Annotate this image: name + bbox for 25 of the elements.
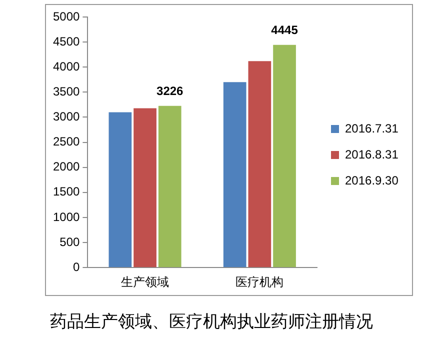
bar bbox=[248, 61, 272, 268]
y-tick-label: 4000 bbox=[52, 59, 80, 74]
y-tick-label: 5000 bbox=[52, 9, 80, 24]
x-tick-label: 医疗机构 bbox=[236, 275, 284, 290]
y-tick-label: 4500 bbox=[52, 34, 80, 48]
bar bbox=[108, 112, 132, 268]
y-tick-label: 1000 bbox=[52, 210, 80, 224]
bar bbox=[158, 106, 182, 268]
legend-label: 2016.8.31 bbox=[345, 147, 399, 162]
y-tick-label: 1500 bbox=[52, 184, 80, 199]
y-tick-label: 3500 bbox=[52, 84, 80, 98]
y-tick-label: 2000 bbox=[52, 160, 80, 174]
bar bbox=[134, 108, 156, 268]
bar bbox=[273, 44, 296, 268]
legend-label: 2016.9.30 bbox=[345, 173, 399, 188]
x-tick-label: 生产领域 bbox=[121, 275, 170, 290]
y-tick-label: 3000 bbox=[52, 110, 80, 124]
y-tick-label: 500 bbox=[60, 234, 80, 249]
legend-label: 2016.7.31 bbox=[345, 121, 399, 136]
bar bbox=[223, 82, 246, 268]
y-tick-label: 0 bbox=[73, 260, 80, 274]
y-tick-label: 2500 bbox=[52, 134, 80, 149]
data-label: 3226 bbox=[156, 84, 184, 98]
text: 药品生产领域、医疗机构执业药师注册情况 bbox=[49, 311, 374, 333]
data-label: 4445 bbox=[271, 23, 298, 38]
